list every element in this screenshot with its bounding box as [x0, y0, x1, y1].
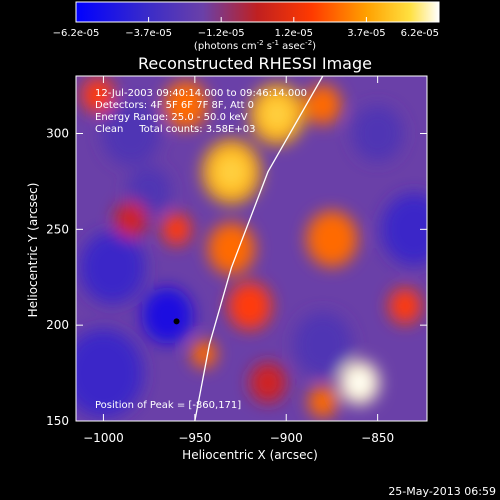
heat-blob — [127, 166, 172, 216]
colorbar — [76, 2, 439, 22]
y-axis-label: Heliocentric Y (arcsec) — [26, 183, 40, 318]
heatmap-image — [76, 77, 427, 418]
heat-blob — [76, 328, 144, 418]
heat-blob — [388, 287, 422, 325]
y-tick-label: 150 — [46, 414, 69, 428]
heat-blob — [141, 287, 193, 344]
heat-blob — [101, 101, 161, 166]
info-line-counts: Clean Total counts: 3.58E+03 — [95, 124, 255, 135]
colorbar-tick-label: −3.7e-05 — [125, 28, 172, 39]
solar-limb-curve — [194, 76, 324, 421]
peak-marker — [173, 318, 180, 325]
footer-date: 25-May-2013 06:59 — [388, 485, 496, 498]
colorbar-tick-label: 3.7e-05 — [347, 28, 385, 39]
heat-blob — [79, 231, 146, 304]
x-axis-ticks: −1000 −950 −900 −850 — [83, 76, 394, 445]
x-tick-label: −1000 — [83, 431, 124, 445]
x-axis-label: Heliocentric X (arcsec) — [182, 448, 318, 462]
y-axis-ticks: 150 200 250 300 — [46, 127, 427, 428]
info-block: 12-Jul-2003 09:40:14.000 to 09:46:14.000… — [95, 88, 307, 135]
colorbar-tick-label: 1.2e-05 — [275, 28, 313, 39]
heat-blob — [191, 339, 217, 368]
heat-blob — [114, 201, 148, 238]
x-tick-label: −850 — [361, 431, 394, 445]
heat-blob — [163, 80, 208, 129]
colorbar-tick-label: −1.2e-05 — [198, 28, 245, 39]
heat-blob — [352, 105, 404, 162]
chart-title: Reconstructed RHESSI Image — [138, 54, 372, 73]
x-tick-label: −900 — [270, 431, 303, 445]
heat-blob-core — [348, 370, 371, 395]
heat-blob — [306, 210, 358, 268]
heat-blob — [249, 362, 287, 403]
colorbar-tick-label: −6.2e-05 — [53, 28, 100, 39]
colorbar-frame — [75, 1, 440, 23]
colorbar-ticks: −6.2e-05 −3.7e-05 −1.2e-05 1.2e-05 3.7e-05 6.… — [53, 17, 440, 39]
heat-blob — [293, 312, 353, 377]
info-line-detectors: Detectors: 4F 5F 6F 7F 8F, Att 0 — [95, 100, 254, 111]
colorbar-tick-label: 6.2e-05 — [401, 28, 439, 39]
peak-position-label: Position of Peak = [-860,171] — [95, 400, 241, 411]
heat-blob — [227, 281, 272, 331]
heat-blob — [308, 385, 338, 418]
colorbar-unit-label: (photons cm-2 s-1 asec-2) — [194, 39, 316, 52]
y-tick-label: 250 — [46, 222, 69, 236]
info-line-energy: Energy Range: 25.0 - 50.0 keV — [95, 112, 248, 123]
y-tick-label: 300 — [46, 127, 69, 141]
heat-blob-core — [215, 154, 248, 190]
heat-blob — [161, 213, 192, 246]
heat-blob-core — [262, 97, 293, 131]
heat-blob — [81, 77, 115, 114]
heat-blob — [381, 193, 427, 266]
heat-blob — [304, 84, 342, 125]
plot-frame — [75, 75, 428, 422]
y-tick-label: 200 — [46, 318, 69, 332]
info-line-time: 12-Jul-2003 09:40:14.000 to 09:46:14.000 — [95, 88, 307, 99]
x-tick-label: −950 — [178, 431, 211, 445]
